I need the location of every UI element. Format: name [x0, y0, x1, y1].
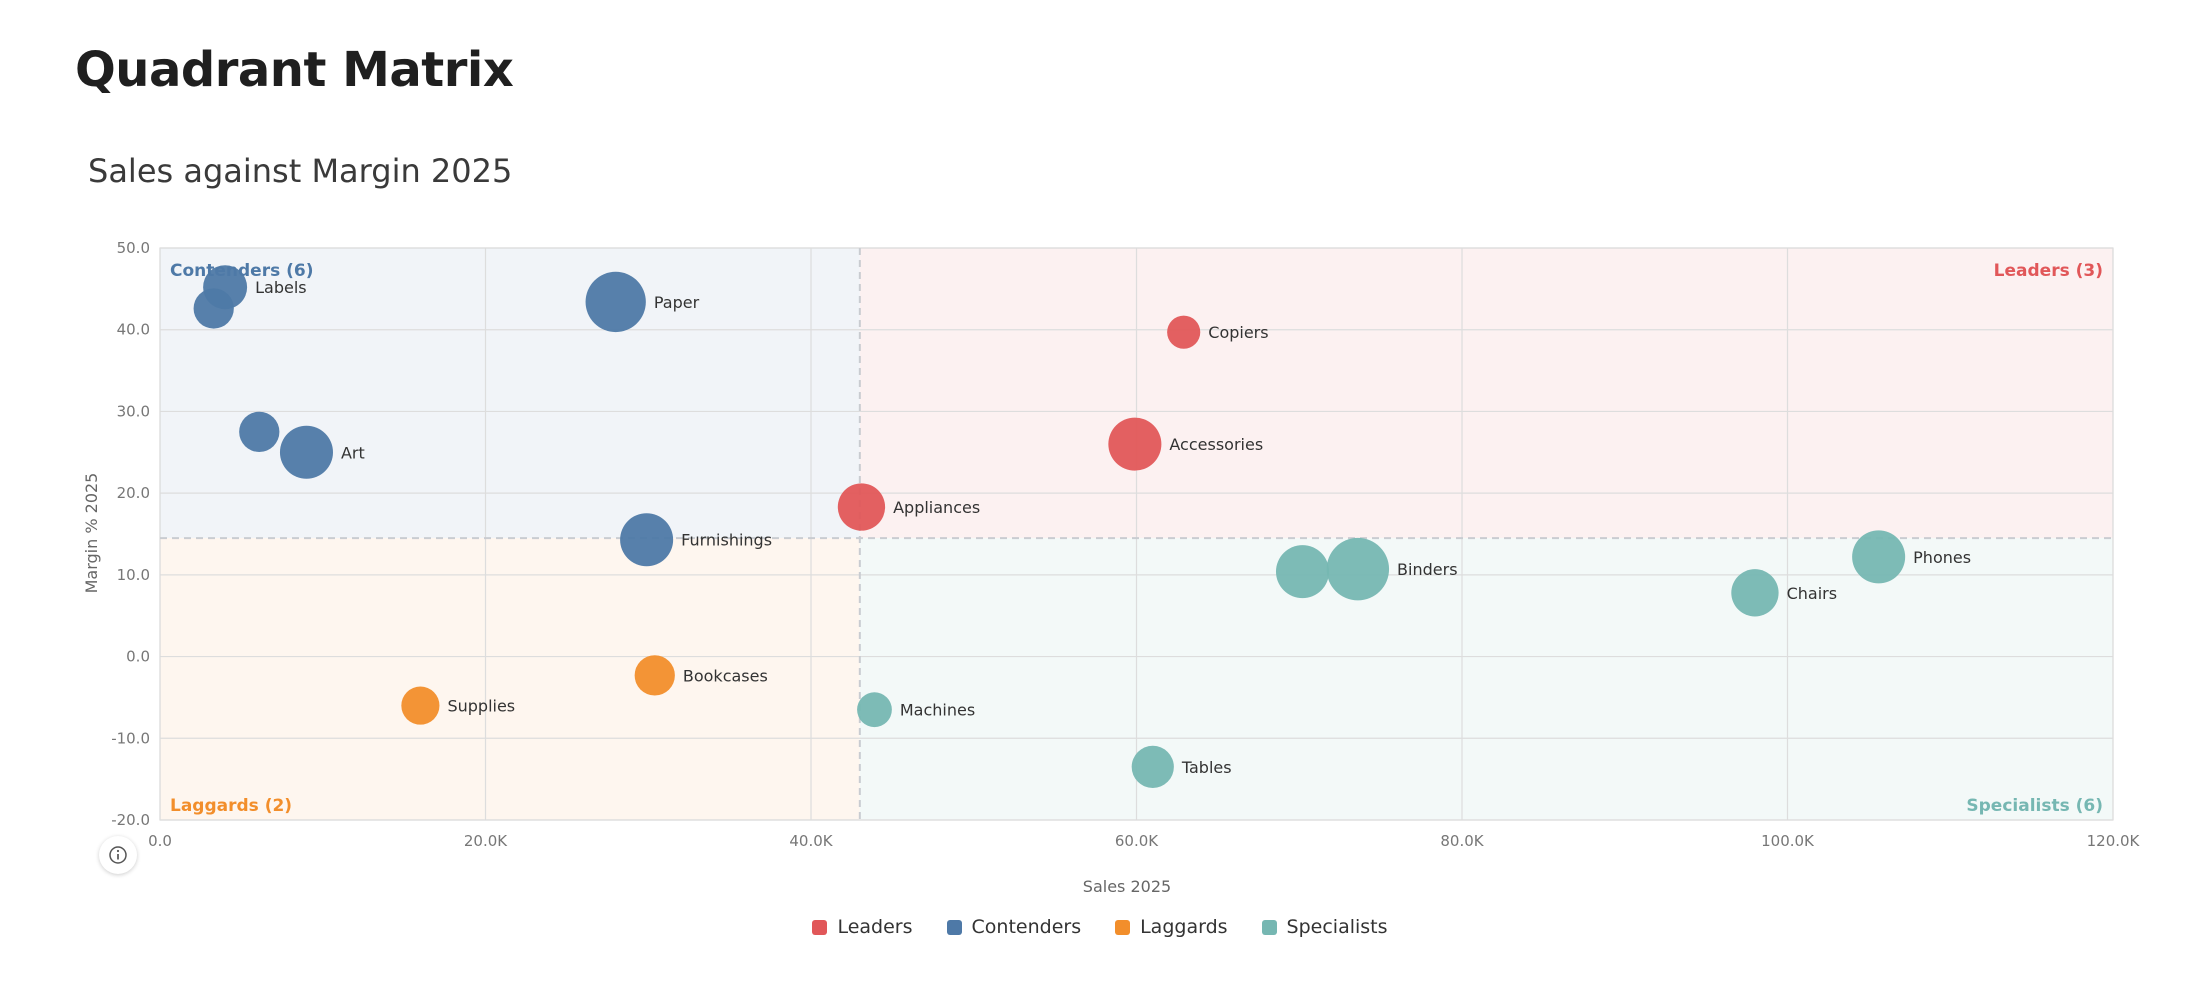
y-tick-label: 0.0 — [126, 648, 150, 666]
data-point[interactable] — [239, 411, 280, 452]
data-point[interactable] — [1167, 315, 1201, 349]
legend-label: Leaders — [837, 916, 913, 938]
data-point[interactable] — [620, 513, 674, 567]
threshold-lines — [160, 248, 2113, 820]
data-point[interactable] — [1275, 545, 1330, 599]
quadrant-label-laggards: Laggards (2) — [170, 796, 292, 816]
data-point-label: Tables — [1181, 758, 1232, 777]
chart-legend: Leaders Contenders Laggards Specialists — [0, 916, 2200, 938]
x-tick-label: 80.0K — [1440, 832, 1484, 850]
quadrant-scatter-chart: Contenders (6) Leaders (3) Laggards (2) Spe… — [82, 239, 2141, 896]
legend-label: Specialists — [1286, 916, 1388, 938]
data-point-label: Furnishings — [681, 531, 772, 550]
y-tick-label: 10.0 — [117, 566, 150, 584]
quadrant-label-leaders: Leaders (3) — [1994, 261, 2103, 281]
page-title: Quadrant Matrix — [75, 42, 514, 98]
data-point[interactable] — [1852, 530, 1906, 584]
x-axis-title: Sales 2025 — [1083, 877, 1171, 896]
data-point-label: Labels — [255, 278, 307, 297]
y-tick-label: 20.0 — [117, 484, 150, 502]
grid-lines — [159, 247, 2114, 821]
legend-swatch — [1261, 919, 1277, 935]
data-point[interactable] — [837, 483, 886, 531]
quadrant-background-laggards — [160, 538, 860, 820]
quadrant-label-contenders: Contenders (6) — [170, 261, 314, 281]
data-point-label: Machines — [900, 701, 975, 720]
info-button[interactable] — [99, 836, 137, 874]
data-point-label: Supplies — [447, 697, 515, 716]
legend-item-laggards[interactable]: Laggards — [1115, 916, 1228, 938]
data-point[interactable] — [585, 271, 646, 333]
quadrant-backgrounds — [160, 248, 2114, 820]
y-tick-label: 40.0 — [117, 321, 150, 339]
data-point-label: Bookcases — [683, 666, 768, 685]
x-tick-label: 20.0K — [464, 832, 508, 850]
data-point[interactable] — [1326, 537, 1390, 601]
quadrant-background-contenders — [160, 248, 860, 539]
data-point[interactable] — [634, 655, 675, 696]
quadrant-background-leaders — [859, 248, 2114, 539]
data-point-label: Paper — [654, 293, 700, 312]
y-axis-title: Margin % 2025 — [82, 473, 101, 594]
data-point-label: Chairs — [1787, 584, 1837, 603]
quadrant-label-specialists: Specialists (6) — [1966, 796, 2103, 816]
chart-title: Sales against Margin 2025 — [88, 152, 513, 190]
x-tick-label: 100.0K — [1761, 832, 1815, 850]
legend-swatch — [812, 919, 828, 935]
y-tick-label: 50.0 — [117, 239, 150, 257]
data-point-label: Accessories — [1169, 435, 1263, 454]
y-tick-label: 30.0 — [117, 402, 150, 420]
legend-swatch — [946, 919, 962, 935]
plot-frame — [159, 247, 2114, 821]
data-point[interactable] — [1108, 417, 1162, 471]
data-point-label: Phones — [1913, 548, 1971, 567]
x-tick-label: 120.0K — [2087, 832, 2141, 850]
legend-item-specialists[interactable]: Specialists — [1261, 916, 1388, 938]
data-point[interactable] — [1131, 745, 1174, 788]
data-point-label: Appliances — [893, 498, 980, 517]
data-point[interactable] — [401, 686, 440, 725]
x-tick-label: 0.0 — [148, 832, 172, 850]
quadrant-labels: Contenders (6) Leaders (3) Laggards (2) Spe… — [170, 261, 2103, 816]
data-point-label: Binders — [1397, 560, 1457, 579]
y-tick-label: -20.0 — [111, 811, 150, 829]
data-point[interactable] — [1731, 569, 1779, 617]
data-points: Binders Paper Art Furnishings Accessories Pho… — [193, 265, 1971, 788]
data-point-label: Art — [341, 443, 365, 462]
x-tick-label: 60.0K — [1115, 832, 1159, 850]
legend-swatch — [1115, 919, 1131, 935]
legend-label: Contenders — [971, 916, 1082, 938]
legend-item-leaders[interactable]: Leaders — [812, 916, 913, 938]
data-point[interactable] — [857, 692, 892, 728]
data-point[interactable] — [193, 288, 234, 329]
legend-item-contenders[interactable]: Contenders — [946, 916, 1082, 938]
x-tick-label: 40.0K — [789, 832, 833, 850]
data-point[interactable] — [279, 425, 333, 479]
data-point-label: Copiers — [1208, 323, 1268, 342]
quadrant-background-specialists — [859, 538, 2114, 820]
info-icon — [109, 846, 127, 864]
axis-ticks: 0.0 20.0K 40.0K 60.0K 80.0K 100.0K 120.0K 50.0 4… — [111, 239, 2140, 850]
legend-label: Laggards — [1140, 916, 1228, 938]
y-tick-label: -10.0 — [111, 729, 150, 747]
